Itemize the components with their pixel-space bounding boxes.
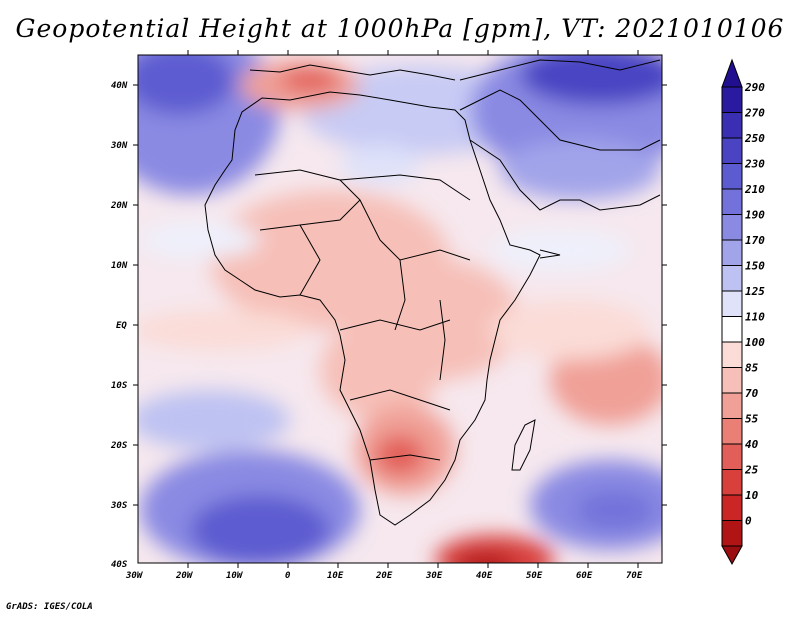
colorbar-label: 0: [745, 515, 752, 528]
lon-label: 10E: [327, 571, 344, 581]
colorbar-swatch: [721, 367, 743, 394]
lat-label: 30N: [110, 141, 128, 151]
colorbar-swatch: [721, 520, 743, 547]
coastlines: [204, 59, 661, 526]
lat-label: 20N: [110, 201, 128, 211]
colorbar-label: 110: [745, 311, 765, 324]
lon-label: 50E: [526, 571, 543, 581]
colorbar-swatch: [721, 188, 743, 215]
colorbar-swatch: [721, 86, 743, 113]
colorbar-swatch: [721, 494, 743, 521]
colorbar-label: 230: [744, 158, 765, 171]
lat-label: 30S: [110, 501, 128, 511]
credit-text: GrADS: IGES/COLA: [6, 602, 93, 612]
lon-label: 30E: [425, 571, 443, 581]
colorbar-arrow-bottom: [721, 545, 743, 566]
lon-label: 0: [285, 571, 291, 581]
lon-label: 60E: [576, 571, 593, 581]
lat-label: 20S: [110, 441, 128, 451]
lat-axis: 40N 30N 20N 10N EQ 10S 20S 30S 40S: [110, 81, 667, 570]
colorbar-swatch: [721, 341, 743, 368]
colorbar-swatch: [721, 239, 743, 266]
lat-label: 40S: [111, 560, 128, 570]
colorbar-swatch: [721, 265, 743, 292]
colorbar-label: 270: [744, 107, 765, 120]
colorbar-label: 210: [744, 183, 765, 196]
map-frame: [137, 54, 663, 564]
lon-label: 20W: [175, 571, 194, 581]
colorbar-label: 85: [745, 362, 759, 375]
colorbar-label: 170: [745, 234, 765, 247]
lon-axis: 30W 20W 10W 0 10E 20E 30E 40E 50E 60E 70…: [125, 50, 643, 581]
colorbar-swatch: [721, 418, 743, 445]
chart-title: Geopotential Height at 1000hPa [gpm], VT…: [15, 14, 785, 43]
lat-label: EQ: [116, 321, 127, 331]
colorbar-swatch: [721, 214, 743, 241]
colorbar-label: 125: [745, 285, 765, 298]
colorbar-swatch: [721, 137, 743, 164]
lat-label: 40N: [111, 81, 128, 91]
lat-label: 10S: [111, 381, 128, 391]
colorbar-swatch: [721, 112, 743, 139]
lon-label: 70E: [626, 571, 643, 581]
colorbar-swatch: [721, 469, 743, 496]
colorbar: 2902702502302101901701501251101008570554…: [721, 58, 765, 566]
colorbar-swatch: [721, 290, 743, 317]
colorbar-label: 150: [745, 260, 765, 273]
colorbar-swatch: [721, 392, 743, 419]
colorbar-label: 290: [744, 81, 765, 94]
lon-label: 40E: [476, 571, 493, 581]
colorbar-label: 40: [745, 438, 759, 451]
lon-label: 20E: [375, 571, 393, 581]
lon-label: 10W: [226, 571, 244, 581]
colorbar-arrow-top: [721, 58, 743, 88]
colorbar-label: 25: [744, 464, 759, 477]
colorbar-swatch: [721, 443, 743, 470]
colorbar-label: 190: [745, 209, 765, 222]
colorbar-label: 250: [744, 132, 765, 145]
height-field: [138, 55, 662, 563]
colorbar-label: 10: [745, 489, 759, 502]
colorbar-swatch: [721, 316, 743, 343]
colorbar-swatch: [721, 163, 743, 190]
colorbar-label: 55: [745, 413, 759, 426]
colorbar-label: 100: [745, 336, 765, 349]
lat-label: 10N: [111, 261, 128, 271]
lon-label: 30W: [125, 571, 144, 581]
colorbar-label: 70: [745, 387, 759, 400]
